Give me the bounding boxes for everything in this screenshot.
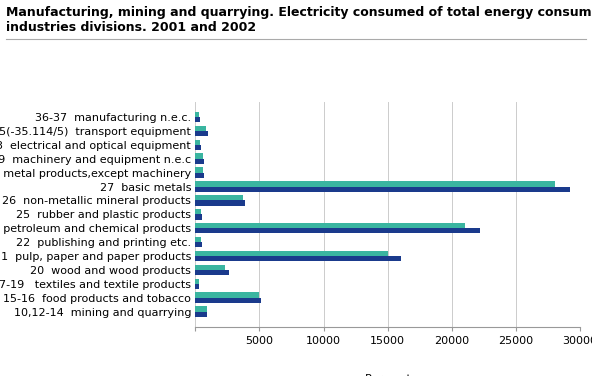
Bar xyxy=(195,167,203,173)
Bar xyxy=(195,284,200,289)
Bar xyxy=(195,251,388,256)
Bar xyxy=(195,117,201,122)
Bar xyxy=(195,265,225,270)
Bar xyxy=(195,242,202,247)
Bar xyxy=(195,131,208,136)
Bar xyxy=(195,209,201,214)
Bar xyxy=(195,312,207,317)
Bar xyxy=(195,298,261,303)
Bar xyxy=(195,126,206,131)
X-axis label: Per cent: Per cent xyxy=(365,374,411,376)
Text: industries divisions. 2001 and 2002: industries divisions. 2001 and 2002 xyxy=(6,21,256,34)
Bar xyxy=(195,145,201,150)
Bar xyxy=(195,237,201,242)
Bar xyxy=(195,173,204,178)
Bar xyxy=(195,195,243,200)
Bar xyxy=(195,256,401,261)
Bar xyxy=(195,228,480,233)
Bar xyxy=(195,112,199,117)
Bar xyxy=(195,223,465,228)
Bar xyxy=(195,270,229,275)
Bar xyxy=(195,186,570,192)
Bar xyxy=(195,200,246,206)
Bar xyxy=(195,139,201,145)
Bar xyxy=(195,181,555,186)
Bar xyxy=(195,306,207,312)
Text: Manufacturing, mining and quarrying. Electricity consumed of total energy consum: Manufacturing, mining and quarrying. Ele… xyxy=(6,6,592,19)
Bar xyxy=(195,293,259,298)
Bar xyxy=(195,279,198,284)
Bar xyxy=(195,153,203,159)
Bar xyxy=(195,214,202,220)
Bar xyxy=(195,159,204,164)
